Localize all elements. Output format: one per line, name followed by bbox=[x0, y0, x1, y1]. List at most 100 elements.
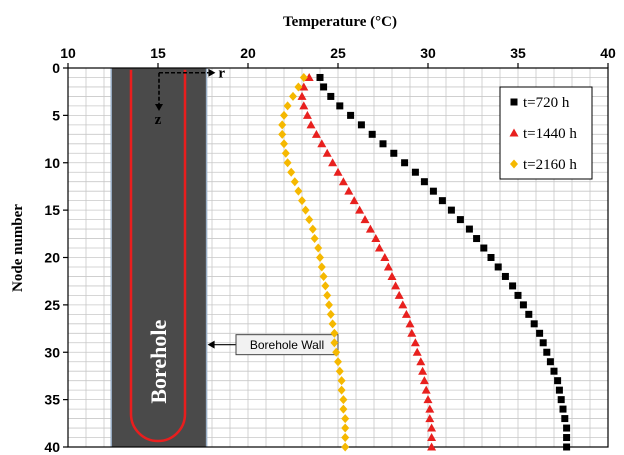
data-point bbox=[334, 357, 342, 367]
y-tick-label: 15 bbox=[44, 202, 60, 218]
legend: t=720 h t=1440 h t=2160 h bbox=[499, 86, 593, 180]
x-tick-label: 25 bbox=[330, 45, 346, 61]
data-point bbox=[412, 347, 422, 356]
data-point bbox=[338, 177, 348, 186]
y-axis-title: Node number bbox=[10, 204, 26, 292]
data-point bbox=[341, 442, 350, 452]
data-point bbox=[317, 262, 326, 272]
data-point bbox=[328, 319, 337, 329]
data-point bbox=[509, 282, 517, 290]
series-2 bbox=[297, 72, 437, 451]
data-point bbox=[333, 167, 343, 176]
data-point bbox=[561, 415, 569, 423]
data-point bbox=[304, 72, 314, 81]
data-point bbox=[287, 167, 296, 177]
data-point bbox=[335, 366, 344, 376]
series-1 bbox=[316, 73, 571, 451]
data-point bbox=[419, 376, 429, 385]
y-tick-label: 0 bbox=[52, 60, 60, 76]
data-point bbox=[391, 281, 401, 290]
data-point bbox=[421, 385, 431, 394]
data-point bbox=[278, 120, 287, 130]
y-tick-label: 40 bbox=[44, 439, 60, 455]
borehole-body bbox=[111, 68, 207, 447]
y-tick-label: 35 bbox=[44, 392, 60, 408]
x-tick-label: 35 bbox=[510, 45, 526, 61]
data-point bbox=[438, 197, 446, 205]
u-tube-pipe bbox=[129, 69, 187, 443]
data-point bbox=[379, 140, 387, 148]
borehole-wall-callout-box bbox=[235, 334, 339, 356]
data-point bbox=[281, 148, 290, 158]
data-point bbox=[425, 404, 435, 413]
data-point bbox=[487, 254, 495, 261]
data-point bbox=[398, 300, 408, 309]
data-point bbox=[494, 263, 502, 271]
data-point bbox=[411, 168, 419, 176]
data-point bbox=[427, 423, 437, 432]
data-point bbox=[473, 235, 481, 243]
data-point bbox=[330, 328, 339, 338]
data-point bbox=[456, 216, 464, 224]
data-point bbox=[429, 187, 437, 195]
data-point bbox=[337, 376, 346, 386]
series-3 bbox=[278, 72, 350, 452]
data-point bbox=[465, 225, 473, 233]
y-tick-label: 10 bbox=[44, 155, 60, 171]
data-point bbox=[514, 291, 522, 299]
data-point bbox=[563, 434, 571, 442]
data-point bbox=[447, 206, 455, 214]
data-point bbox=[480, 244, 488, 252]
legend-marker bbox=[510, 98, 518, 106]
legend-entry-label: t=720 h bbox=[523, 95, 570, 111]
data-point bbox=[407, 328, 417, 337]
radial-axis-label: r bbox=[218, 66, 225, 82]
data-point bbox=[280, 139, 288, 149]
data-point bbox=[554, 377, 562, 385]
data-point bbox=[289, 91, 297, 101]
y-tick-label: 25 bbox=[44, 297, 60, 313]
data-point bbox=[327, 92, 335, 100]
data-point bbox=[427, 433, 437, 442]
data-point bbox=[322, 148, 332, 157]
x-tick-label: 15 bbox=[150, 45, 166, 61]
data-point bbox=[380, 253, 390, 261]
data-point bbox=[301, 205, 310, 215]
data-point bbox=[423, 395, 433, 404]
data-point bbox=[341, 423, 350, 433]
data-point bbox=[302, 110, 312, 119]
data-point bbox=[387, 271, 397, 280]
data-point bbox=[357, 121, 365, 129]
data-point bbox=[371, 234, 381, 243]
legend-marker bbox=[509, 128, 519, 137]
borehole-label: Borehole bbox=[146, 320, 171, 404]
data-point bbox=[420, 178, 428, 186]
y-tick-label: 5 bbox=[52, 107, 60, 123]
data-point bbox=[559, 405, 567, 413]
x-tick-label: 30 bbox=[420, 45, 436, 61]
borehole-illustration: Borehole r z bbox=[110, 66, 225, 447]
data-point bbox=[539, 339, 547, 347]
data-point bbox=[405, 319, 415, 328]
data-point bbox=[401, 309, 411, 318]
data-point bbox=[427, 442, 437, 451]
data-point bbox=[349, 196, 359, 205]
data-point bbox=[339, 395, 348, 405]
data-point bbox=[425, 414, 435, 423]
y-tick-label: 30 bbox=[44, 344, 60, 360]
data-point bbox=[550, 367, 558, 375]
data-point bbox=[563, 424, 571, 432]
data-point bbox=[316, 253, 324, 262]
data-point bbox=[316, 73, 324, 81]
radial-arrowhead bbox=[208, 68, 216, 77]
data-point bbox=[330, 338, 339, 348]
data-point bbox=[337, 385, 346, 395]
data-point bbox=[536, 329, 544, 337]
axes: 10 15 20 25 30 35 40 0 5 10 15 20 25 30 35 40 Borehole W… bbox=[44, 45, 616, 455]
data-point bbox=[418, 366, 428, 375]
data-point bbox=[280, 110, 288, 120]
data-point bbox=[416, 357, 426, 366]
data-point bbox=[347, 111, 355, 119]
y-tick-label: 20 bbox=[44, 250, 60, 266]
data-point bbox=[336, 102, 344, 110]
